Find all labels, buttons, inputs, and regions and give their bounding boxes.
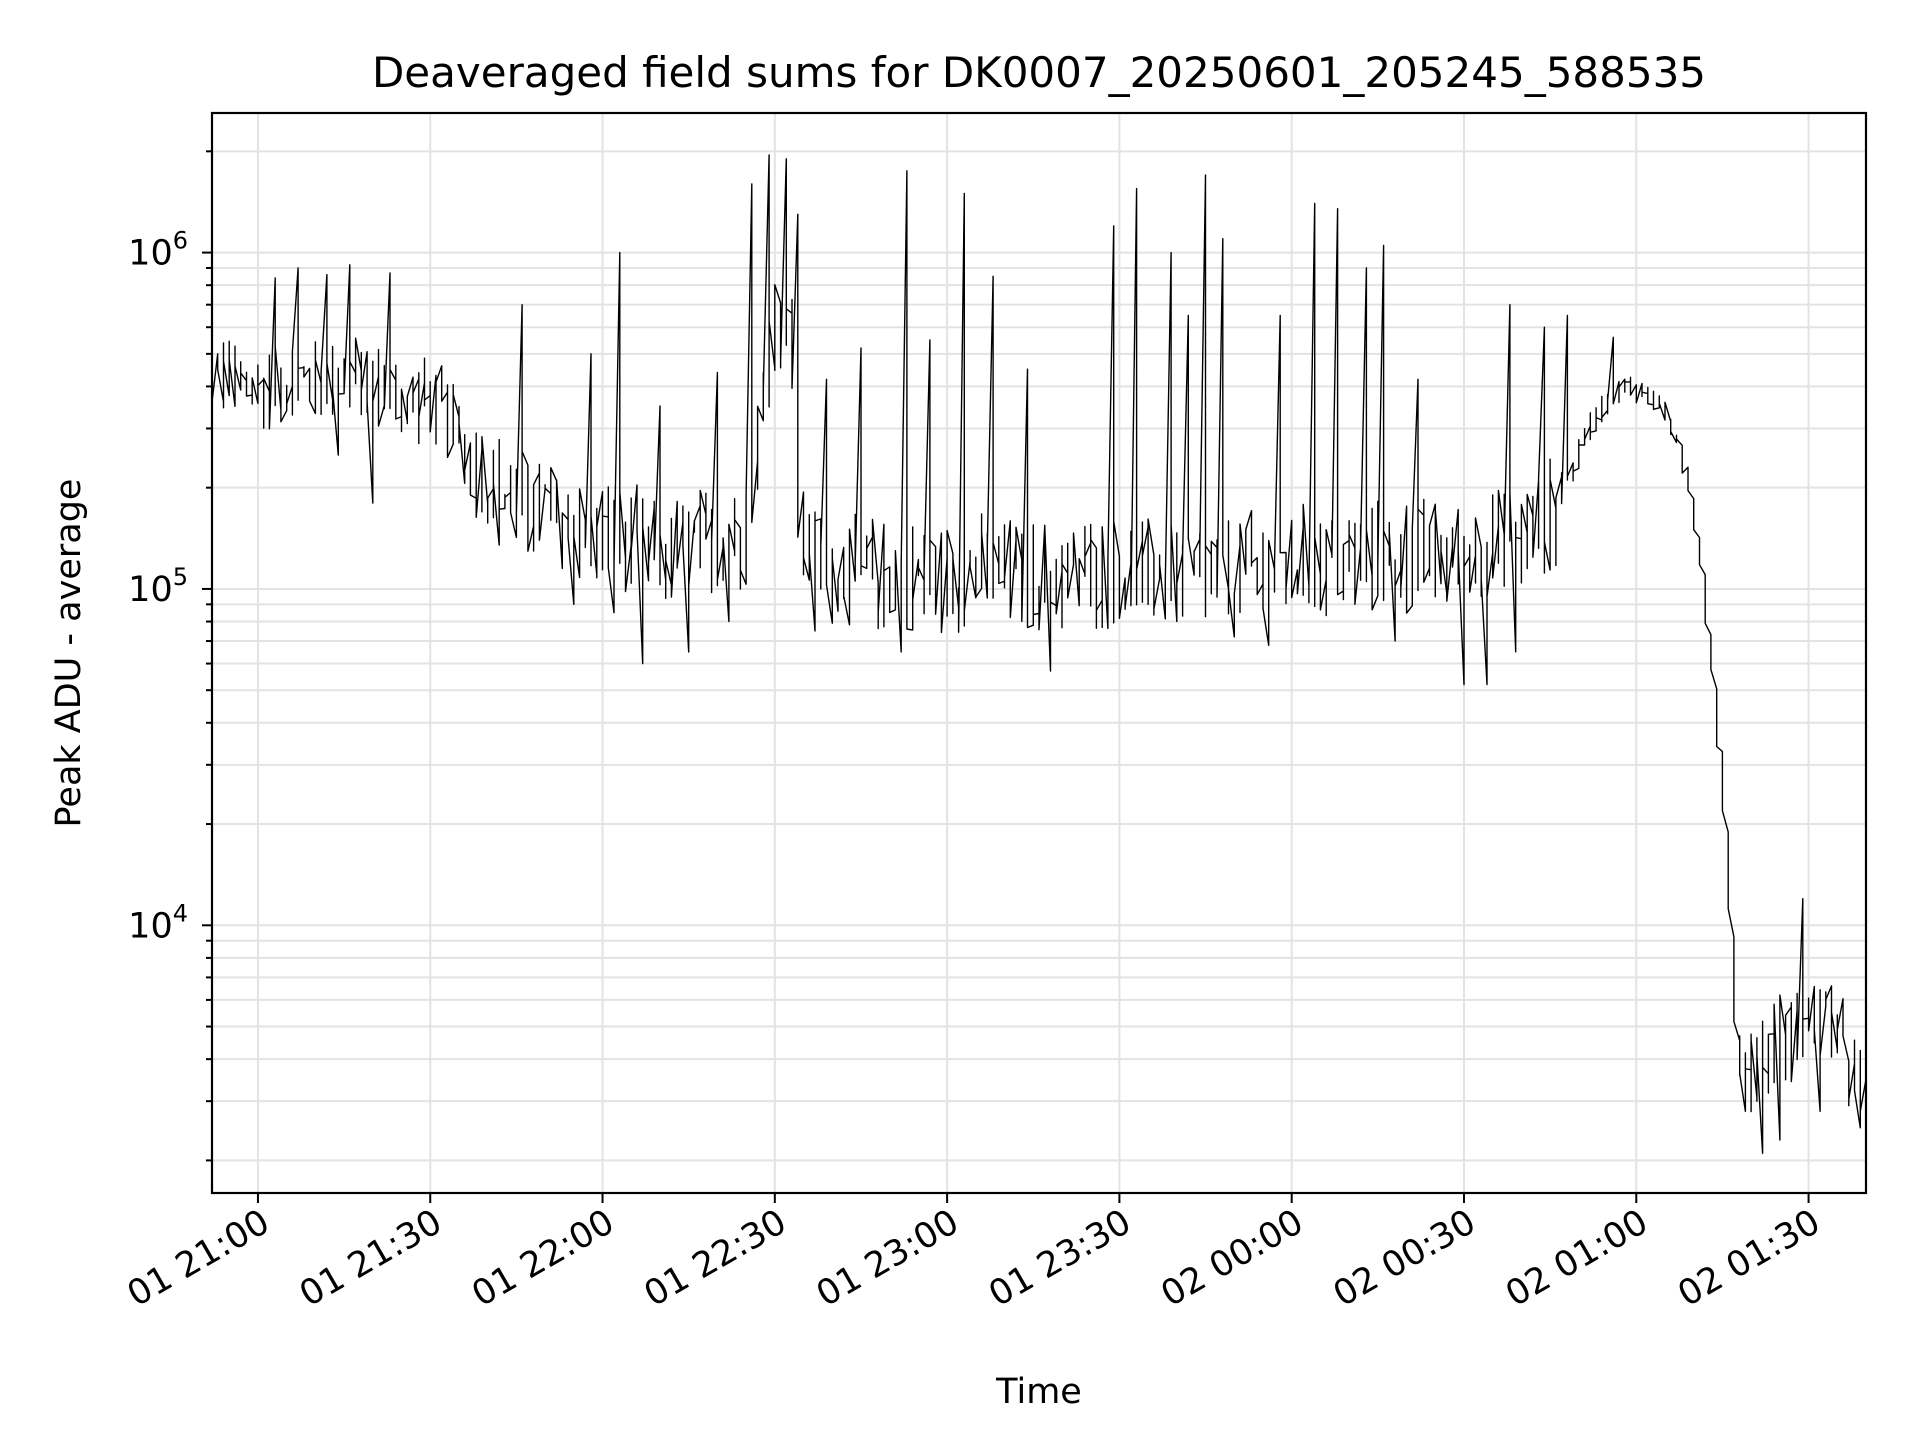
series-layer: [211, 154, 1867, 1155]
y-tick-label: 105: [128, 563, 188, 610]
y-tick-label: 106: [128, 227, 188, 274]
y-tick-exponent: 6: [173, 227, 188, 255]
y-tick-label: 104: [128, 899, 188, 946]
y-tick-exponent: 4: [173, 899, 188, 927]
y-tick-base: 10: [128, 234, 173, 274]
y-tick-base: 10: [128, 570, 173, 610]
y-axis-label: Peak ADU - average: [49, 479, 89, 828]
y-tick-base: 10: [128, 906, 173, 946]
chart-title: Deaveraged field sums for DK0007_2025060…: [372, 48, 1706, 97]
y-tick-exponent: 5: [173, 563, 188, 591]
x-axis-label: Time: [995, 1372, 1082, 1412]
series-line: [211, 154, 1867, 1155]
plot-frame: [210, 111, 1868, 1195]
